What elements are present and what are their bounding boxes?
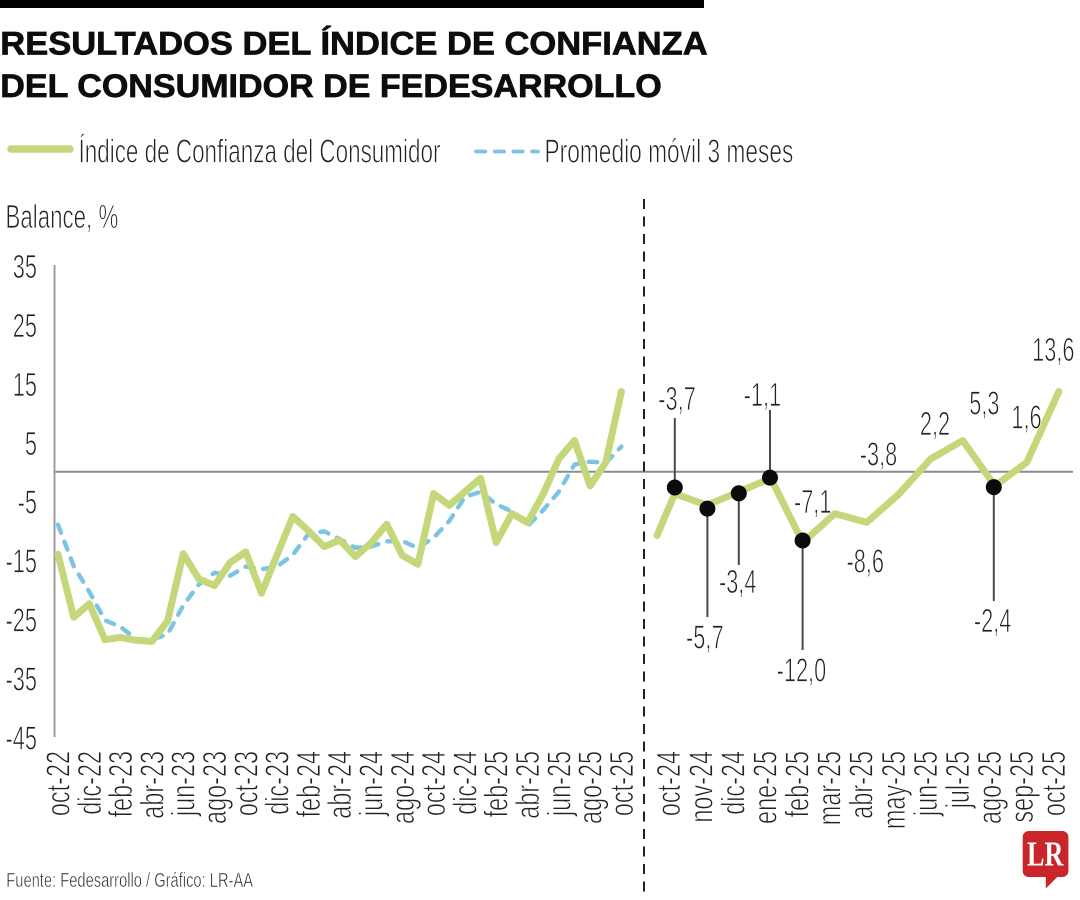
svg-text:feb-23: feb-23 <box>103 751 140 817</box>
svg-text:oct-23: oct-23 <box>228 751 265 816</box>
svg-text:feb-25: feb-25 <box>479 751 516 817</box>
svg-text:5: 5 <box>25 425 37 462</box>
svg-text:ago-25: ago-25 <box>972 751 1009 824</box>
svg-text:-8,6: -8,6 <box>846 543 884 580</box>
svg-text:-12,0: -12,0 <box>777 652 827 689</box>
svg-text:oct-25: oct-25 <box>604 751 641 816</box>
svg-text:-15: -15 <box>6 543 37 580</box>
svg-text:oct-25: oct-25 <box>1036 751 1073 816</box>
svg-text:abr-23: abr-23 <box>135 751 172 819</box>
svg-text:-7,1: -7,1 <box>794 483 832 520</box>
svg-text:-3,8: -3,8 <box>860 436 898 473</box>
svg-text:Balance, %: Balance, % <box>6 199 119 235</box>
svg-text:oct-24: oct-24 <box>651 751 688 816</box>
svg-text:abr-25: abr-25 <box>510 751 547 819</box>
svg-text:oct-22: oct-22 <box>41 751 78 816</box>
svg-text:dic-24: dic-24 <box>448 751 485 815</box>
svg-text:abr-24: abr-24 <box>322 751 359 819</box>
svg-text:abr-25: abr-25 <box>844 751 881 819</box>
svg-text:ago-23: ago-23 <box>197 751 234 824</box>
svg-text:jun-25: jun-25 <box>541 751 578 817</box>
svg-text:15: 15 <box>13 366 37 403</box>
svg-text:13,6: 13,6 <box>1032 331 1074 368</box>
svg-text:nov-24: nov-24 <box>683 751 720 823</box>
svg-text:Índice de Confianza del Consum: Índice de Confianza del Consumidor <box>79 132 441 169</box>
svg-text:jun-25: jun-25 <box>908 751 945 817</box>
svg-text:-1,1: -1,1 <box>744 376 782 413</box>
svg-text:oct-24: oct-24 <box>416 751 453 816</box>
svg-text:dic-23: dic-23 <box>260 751 297 815</box>
svg-text:may-25: may-25 <box>876 751 913 829</box>
svg-text:feb-24: feb-24 <box>291 751 328 817</box>
svg-text:Fuente: Fedesarrollo / Gráfico: Fuente: Fedesarrollo / Gráfico: LR-AA <box>6 869 253 892</box>
svg-text:-35: -35 <box>6 661 37 698</box>
svg-text:ago-24: ago-24 <box>385 751 422 824</box>
svg-text:jun-24: jun-24 <box>354 751 391 817</box>
svg-text:-3,4: -3,4 <box>719 563 757 600</box>
svg-text:RESULTADOS DEL ÍNDICE DE CONFI: RESULTADOS DEL ÍNDICE DE CONFIANZA <box>0 26 707 63</box>
svg-text:-5: -5 <box>18 484 37 521</box>
svg-text:35: 35 <box>13 248 37 285</box>
svg-text:sep-25: sep-25 <box>1004 751 1041 823</box>
svg-text:-25: -25 <box>6 602 37 639</box>
svg-text:Promedio móvil 3 meses: Promedio móvil 3 meses <box>545 133 794 170</box>
svg-text:1,6: 1,6 <box>1011 399 1041 436</box>
svg-text:DEL CONSUMIDOR DE FEDESARROLLO: DEL CONSUMIDOR DE FEDESARROLLO <box>0 69 661 105</box>
svg-text:dic-24: dic-24 <box>716 751 753 815</box>
svg-text:LR: LR <box>1027 834 1064 874</box>
svg-text:feb-25: feb-25 <box>780 751 817 817</box>
svg-text:mar-25: mar-25 <box>812 751 849 825</box>
svg-text:25: 25 <box>13 307 37 344</box>
svg-text:-2,4: -2,4 <box>974 603 1012 640</box>
svg-text:ene-25: ene-25 <box>748 751 785 824</box>
svg-text:2,2: 2,2 <box>920 405 950 442</box>
svg-text:-5,7: -5,7 <box>686 619 724 656</box>
svg-text:5,3: 5,3 <box>969 385 999 422</box>
svg-text:dic-22: dic-22 <box>72 751 109 815</box>
svg-text:-3,7: -3,7 <box>658 380 696 417</box>
svg-text:jun-23: jun-23 <box>166 751 203 817</box>
svg-text:jul-25: jul-25 <box>940 751 977 809</box>
svg-text:ago-25: ago-25 <box>573 751 610 824</box>
svg-text:-45: -45 <box>6 720 37 757</box>
